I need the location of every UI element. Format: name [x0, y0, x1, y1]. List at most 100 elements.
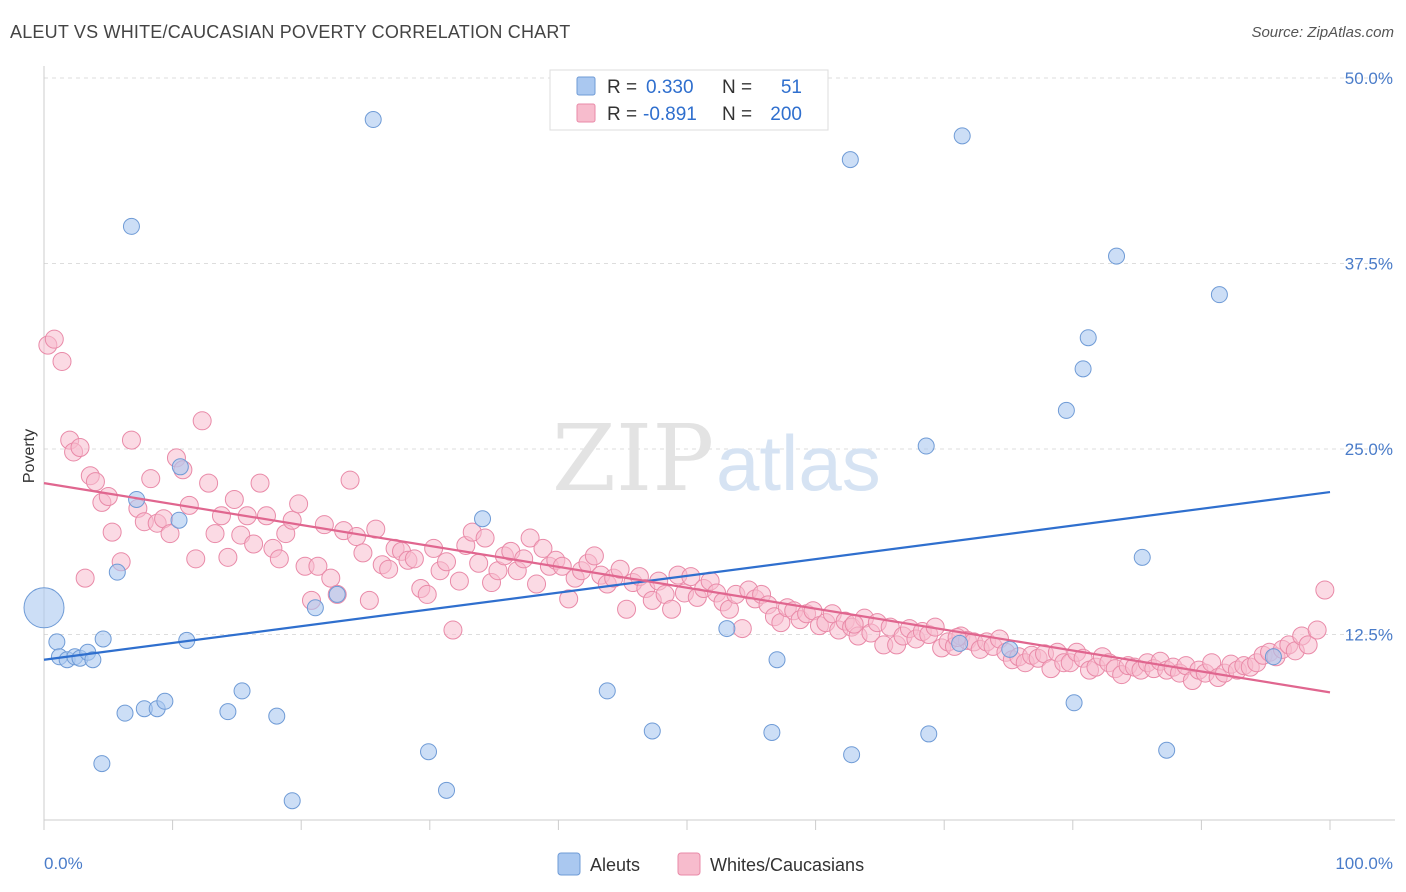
whites-point: [160, 524, 180, 544]
whites-point: [70, 438, 90, 458]
legend-swatch-aleuts: [576, 76, 596, 96]
whites-point: [417, 584, 437, 604]
series-aleuts-points: [23, 111, 1282, 810]
whites-point: [192, 411, 212, 431]
whites-point: [359, 590, 379, 610]
aleuts-point: [951, 634, 969, 652]
aleuts-point: [93, 755, 111, 773]
aleuts-point: [1079, 329, 1097, 347]
aleuts-point: [283, 792, 301, 810]
aleuts-point: [843, 746, 861, 764]
aleuts-point: [718, 620, 736, 638]
trend-lines: [43, 482, 1331, 694]
aleuts-point: [233, 682, 251, 700]
aleuts-point: [920, 725, 938, 743]
aleuts-point: [841, 151, 859, 169]
bottom-legend-swatch-whites: [677, 852, 701, 876]
watermark: ZIP atlas: [552, 405, 881, 512]
whites-point: [584, 546, 604, 566]
whites-point: [282, 510, 302, 530]
legend-r-value: 0.330: [646, 77, 694, 98]
whites-point: [85, 472, 105, 492]
whites-point: [308, 556, 328, 576]
whites-point: [75, 568, 95, 588]
aleuts-point: [474, 510, 492, 528]
whites-point: [321, 568, 341, 588]
axes: [43, 66, 1395, 830]
aleuts-point: [1158, 741, 1176, 759]
aleuts-point: [116, 704, 134, 722]
whites-point: [1298, 635, 1318, 655]
aleuts-point: [420, 743, 438, 761]
whites-point: [211, 506, 231, 526]
bottom-legend-whites: Whites/Caucasians: [710, 855, 864, 875]
whites-point: [186, 549, 206, 569]
y-axis-label: Poverty: [21, 429, 38, 483]
aleuts-point: [1210, 286, 1228, 304]
aleuts-point: [268, 707, 286, 725]
whites-point: [289, 494, 309, 514]
whites-point: [269, 549, 289, 569]
whites-point: [1307, 620, 1327, 640]
legend-box: R = 0.330 N = 51 R = -0.891 N = 200: [549, 69, 829, 131]
chart-title: ALEUT VS WHITE/CAUCASIAN POVERTY CORRELA…: [10, 22, 571, 42]
whites-point: [256, 506, 276, 526]
aleuts-point: [171, 458, 189, 476]
whites-point: [121, 430, 141, 450]
aleuts-point: [1001, 640, 1019, 658]
whites-point: [244, 534, 264, 554]
legend-row-aleuts: R = 0.330 N = 51: [576, 76, 802, 98]
watermark-zip: ZIP: [552, 405, 714, 512]
legend-swatch-whites: [576, 103, 596, 123]
whites-point: [44, 329, 64, 349]
legend-r-label: R =: [607, 77, 637, 98]
aleuts-point: [219, 703, 237, 721]
whites-trend-line: [43, 482, 1331, 694]
y-tick-labels: 12.5% 25.0% 37.5% 50.0%: [1345, 69, 1393, 645]
y-tick-label-1: 25.0%: [1345, 440, 1393, 459]
x-tick-label-1: 100.0%: [1335, 854, 1393, 873]
legend-r-value: -0.891: [643, 104, 697, 125]
whites-point: [437, 552, 457, 572]
whites-point: [559, 589, 579, 609]
whites-point: [469, 553, 489, 573]
whites-point: [199, 473, 219, 493]
whites-point: [475, 528, 495, 548]
aleuts-point: [768, 651, 786, 669]
aleuts-point: [917, 437, 935, 455]
legend-r-label: R =: [607, 104, 637, 125]
watermark-atlas: atlas: [716, 419, 881, 507]
y-tick-label-0: 12.5%: [1345, 626, 1393, 645]
source-credit: Source: ZipAtlas.com: [1251, 24, 1394, 41]
aleuts-trend-line: [43, 490, 1331, 661]
whites-point: [379, 559, 399, 579]
whites-point: [205, 524, 225, 544]
aleuts-point: [108, 563, 126, 581]
aleuts-point: [1057, 401, 1075, 419]
whites-point: [314, 515, 334, 535]
aleuts-point: [643, 722, 661, 740]
aleuts-point: [48, 633, 66, 651]
legend-n-label: N =: [722, 104, 752, 125]
whites-point: [1315, 580, 1335, 600]
whites-point: [533, 538, 553, 558]
aleuts-point: [84, 651, 102, 669]
x-tick-label-0: 0.0%: [44, 854, 83, 873]
whites-point: [520, 528, 540, 548]
aleuts-point: [328, 585, 346, 603]
legend-n-value: 200: [770, 104, 802, 125]
legend-n-label: N =: [722, 77, 752, 98]
whites-point: [662, 599, 682, 619]
aleuts-point: [170, 511, 188, 529]
whites-point: [404, 549, 424, 569]
whites-point: [527, 574, 547, 594]
whites-point: [141, 469, 161, 489]
whites-point: [98, 486, 118, 506]
aleuts-point: [23, 587, 65, 629]
whites-point: [340, 470, 360, 490]
y-tick-label-3: 50.0%: [1345, 69, 1393, 88]
aleuts-point: [122, 217, 140, 235]
whites-point: [353, 543, 373, 563]
aleuts-point: [1065, 694, 1083, 712]
